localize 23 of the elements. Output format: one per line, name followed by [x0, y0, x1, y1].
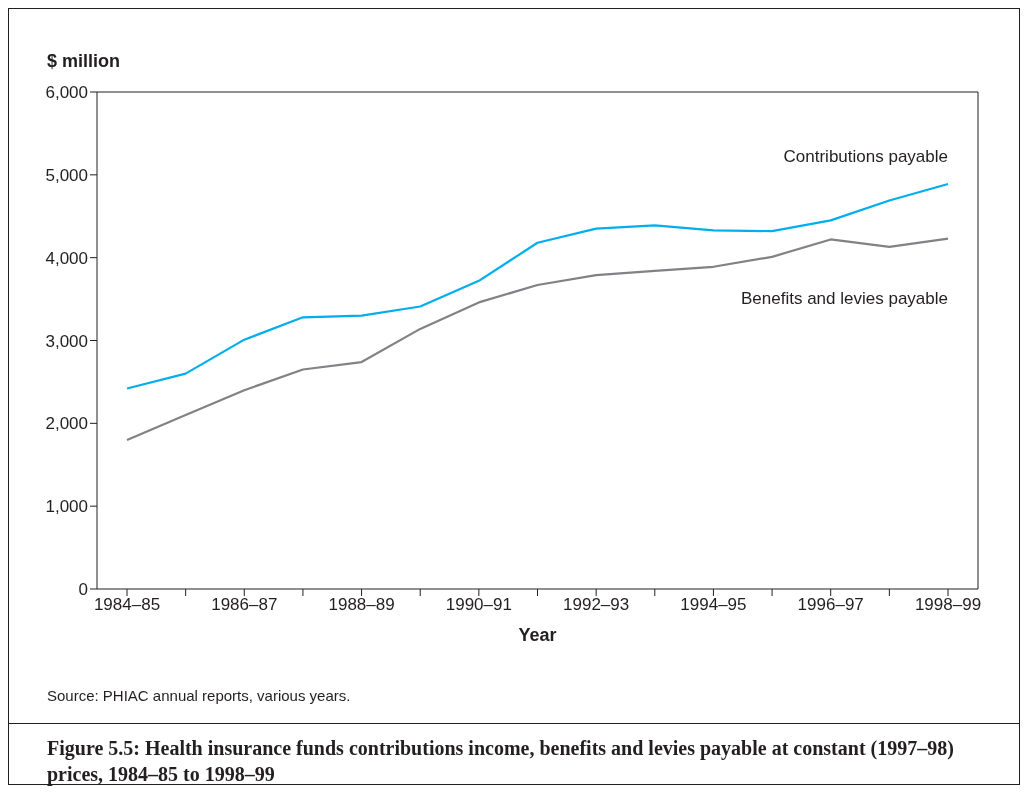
x-tick-label: 1994–95 [680, 595, 747, 615]
y-tick-label: 5,000 [45, 165, 88, 185]
y-tick-label: 1,000 [45, 497, 88, 517]
series-label: Benefits and levies payable [741, 288, 948, 308]
y-tick-label: 6,000 [45, 83, 88, 103]
line-series [125, 237, 950, 441]
y-tick-label: 2,000 [45, 414, 88, 434]
series-label: Contributions payable [783, 146, 948, 166]
y-tick-label: 3,000 [45, 331, 88, 351]
x-tick-label: 1984–85 [93, 595, 161, 615]
y-axis-title: $ million [47, 51, 121, 72]
y-tick-label: 4,000 [45, 248, 88, 268]
source-note: Source: PHIAC annual reports, various years. [47, 687, 351, 704]
x-tick-label: 1986–87 [211, 595, 278, 615]
text: Figure 5.5: Health insurance funds contributions income, benefits and levies payable at constant (1997–98) prices, 1984–85 to 1998–99 [47, 736, 955, 787]
x-axis-title: Year [518, 625, 557, 645]
x-tick-label: 1998–99 [914, 595, 982, 615]
x-tick-label: 1990–91 [445, 595, 512, 615]
x-tick-label: 1996–97 [797, 595, 864, 615]
line-series [125, 182, 950, 390]
x-tick-label: 1988–89 [328, 595, 395, 615]
x-tick-label: 1992–93 [563, 595, 630, 615]
y-tick-label: 0 [78, 580, 88, 600]
